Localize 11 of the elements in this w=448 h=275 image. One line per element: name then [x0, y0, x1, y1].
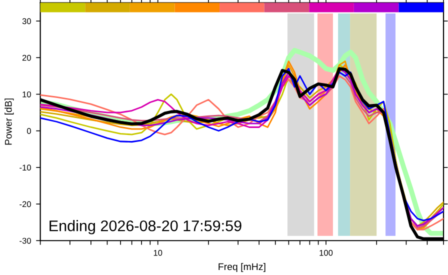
y-tick-label: 10 [22, 91, 31, 98]
y-axis-title: Power [dB] [4, 98, 14, 145]
y-tick-label: -30 [20, 238, 31, 244]
annotation: Ending 2026-08-20 17:59:59 [50, 220, 242, 234]
y-tick-label: 30 [22, 18, 31, 24]
x-axis-title: Freq [mHz] [218, 262, 266, 272]
y-tick-label: 0 [26, 128, 31, 134]
y-tick-label: -10 [20, 164, 31, 171]
y-tick-label: -20 [20, 201, 31, 208]
x-tick-label: 100 [320, 250, 333, 256]
y-tick-label: 20 [22, 54, 31, 61]
